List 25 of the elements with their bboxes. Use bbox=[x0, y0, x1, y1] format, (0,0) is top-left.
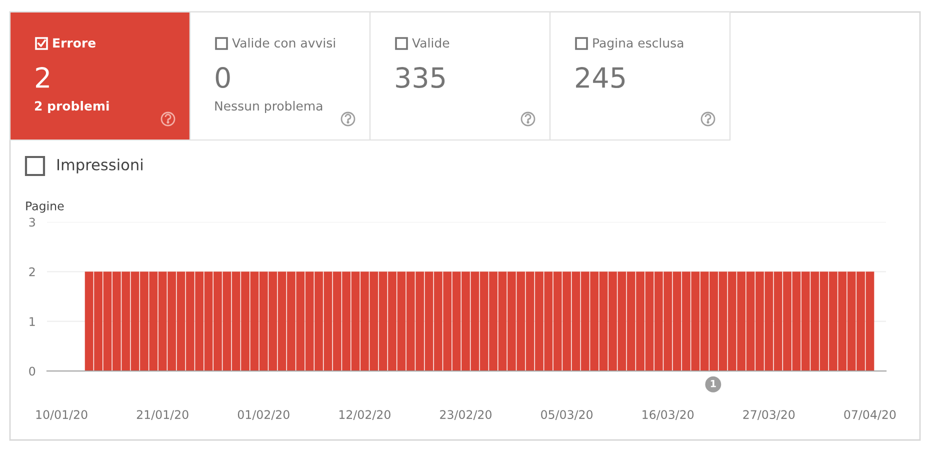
text: 1 bbox=[710, 380, 716, 388]
x-tick-label: 07/04/20 bbox=[844, 410, 896, 420]
x-tick-label: 01/02/20 bbox=[238, 410, 290, 420]
y-tick-label: 0 bbox=[29, 366, 36, 376]
text: 335 bbox=[396, 67, 445, 88]
x-tick-label: 16/03/20 bbox=[642, 410, 694, 420]
text: 245 bbox=[576, 67, 625, 88]
y-tick-label: 3 bbox=[29, 218, 35, 227]
y-tick-label: 1 bbox=[30, 317, 35, 326]
y-tick-label: 2 bbox=[29, 267, 35, 276]
x-tick-label: 27/03/20 bbox=[743, 410, 795, 420]
text: Impressioni bbox=[58, 158, 142, 174]
text: 2 problemi bbox=[34, 100, 109, 114]
x-tick-label: 10/01/20 bbox=[36, 410, 88, 420]
y-axis-title: Pagine bbox=[26, 201, 64, 213]
text: Errore bbox=[53, 38, 96, 48]
x-tick-label: 12/02/20 bbox=[339, 410, 390, 420]
text: 0 bbox=[216, 67, 230, 88]
x-tick-label: 23/02/20 bbox=[440, 410, 492, 420]
text: Nessun problema bbox=[215, 100, 322, 114]
x-tick-label: 05/03/20 bbox=[541, 410, 593, 420]
text: Pagina esclusa bbox=[593, 38, 684, 50]
x-tick-label: 21/01/20 bbox=[136, 410, 188, 420]
text: Valide bbox=[412, 38, 450, 48]
text: Valide con avvisi bbox=[232, 38, 335, 48]
